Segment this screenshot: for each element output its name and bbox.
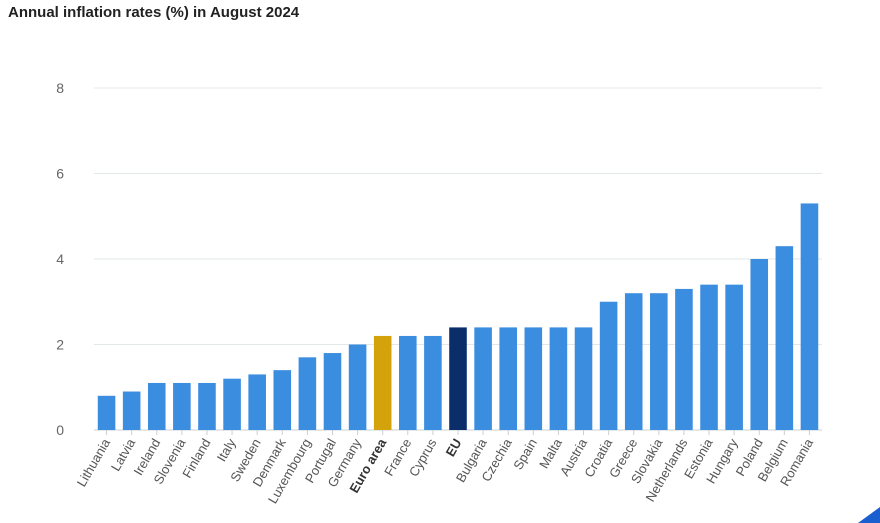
x-tick-label: EU — [443, 436, 465, 459]
y-tick-label: 4 — [56, 251, 64, 267]
x-tick-label: Italy — [214, 436, 239, 465]
bar-belgium[interactable] — [775, 246, 794, 430]
bar-bulgaria[interactable] — [474, 327, 492, 430]
bar-poland[interactable] — [750, 259, 769, 430]
y-tick-label: 6 — [56, 166, 64, 182]
bar-austria[interactable] — [574, 327, 593, 430]
bar-euro-area[interactable] — [373, 335, 392, 430]
bar-ireland[interactable] — [147, 382, 166, 430]
bar-sweden[interactable] — [248, 374, 266, 430]
bar-denmark[interactable] — [273, 370, 292, 430]
bar-greece[interactable] — [624, 293, 643, 430]
bar-cyprus[interactable] — [424, 335, 442, 430]
chart-title: Annual inflation rates (%) in August 202… — [8, 4, 300, 21]
y-axis-ticks: 0 2 4 6 8 — [56, 80, 64, 438]
bar-estonia[interactable] — [700, 284, 718, 430]
bar-germany[interactable] — [348, 344, 367, 431]
bar-czechia[interactable] — [499, 327, 517, 430]
bar-spain[interactable] — [524, 327, 543, 430]
bar-eu[interactable] — [449, 327, 467, 430]
bar-netherlands[interactable] — [675, 288, 693, 430]
bars — [97, 203, 819, 431]
y-tick-label: 8 — [56, 80, 64, 96]
bar-hungary[interactable] — [725, 284, 743, 430]
bar-finland[interactable] — [198, 382, 216, 430]
bar-luxembourg[interactable] — [298, 357, 317, 430]
bar-italy[interactable] — [223, 378, 241, 430]
y-tick-label: 0 — [56, 422, 64, 438]
bar-croatia[interactable] — [599, 301, 618, 430]
corner-logo-shape — [858, 507, 880, 523]
bar-slovakia[interactable] — [650, 293, 668, 430]
x-tick-label: Lithuania — [74, 435, 114, 489]
bar-portugal[interactable] — [323, 353, 342, 430]
bar-france[interactable] — [399, 335, 417, 430]
bar-romania[interactable] — [800, 203, 819, 430]
bar-malta[interactable] — [549, 327, 568, 430]
bar-latvia[interactable] — [122, 391, 141, 430]
y-tick-label: 2 — [56, 337, 64, 353]
bar-slovenia[interactable] — [173, 382, 191, 430]
bar-lithuania[interactable] — [97, 395, 116, 430]
x-tick-label: Spain — [510, 436, 540, 472]
